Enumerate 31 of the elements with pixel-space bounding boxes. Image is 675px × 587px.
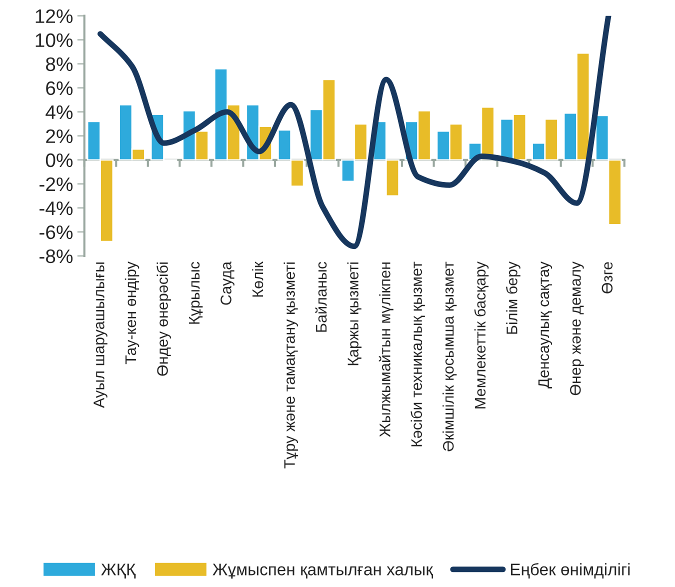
- x-tick-label: Көлік: [252, 261, 264, 297]
- legend-label: Жұмыспен қамтылған халық: [212, 564, 434, 579]
- y-tick-label: 2%: [46, 129, 73, 144]
- x-tick-label: Кәсіби техникалық қызмет: [410, 262, 425, 446]
- x-tick-label: Сауда: [220, 261, 234, 305]
- x-tick-label: Құрылыс: [188, 262, 203, 324]
- y-tick-label: 4%: [46, 105, 73, 120]
- x-tick-label: Әкімшілік қосымша қызмет: [442, 262, 457, 452]
- x-tick-label: Тау-кен өндіру: [124, 262, 140, 364]
- x-tick-label: Білім беру: [506, 262, 520, 334]
- x-tick-label: Өнер және демалу: [570, 262, 584, 396]
- x-tick-label: Ауыл шаруашылығы: [94, 262, 108, 408]
- x-tick-label: Жылжымайтын мүлікпен: [378, 262, 394, 438]
- x-tick-label: Қаржы қызметі: [347, 262, 362, 366]
- y-tick-label: 12%: [36, 9, 73, 24]
- x-tick-label: Тұру және тамақтану қызметі: [284, 262, 298, 468]
- y-tick-label: -4%: [40, 201, 73, 216]
- y-tick-label: 8%: [46, 57, 73, 72]
- y-tick-label: 0%: [46, 153, 73, 168]
- y-tick-label: -2%: [40, 177, 73, 192]
- x-tick-label: Өндеу өнерәсібі: [156, 262, 171, 376]
- x-tick-label: Байланыс: [315, 262, 327, 332]
- y-tick-label: -8%: [40, 249, 73, 264]
- legend-label: Еңбек өнімділігі: [510, 562, 630, 579]
- x-tick-label: Мемлекеттік басқару: [474, 262, 489, 408]
- y-tick-label: 10%: [36, 33, 73, 48]
- x-tick-label: Денсаулық сақтау: [538, 262, 552, 388]
- x-tick-label: Өзге: [602, 262, 613, 294]
- y-tick-label: 6%: [46, 81, 73, 96]
- y-tick-label: -6%: [40, 225, 73, 240]
- legend-label: ЖҚҚ: [101, 564, 136, 579]
